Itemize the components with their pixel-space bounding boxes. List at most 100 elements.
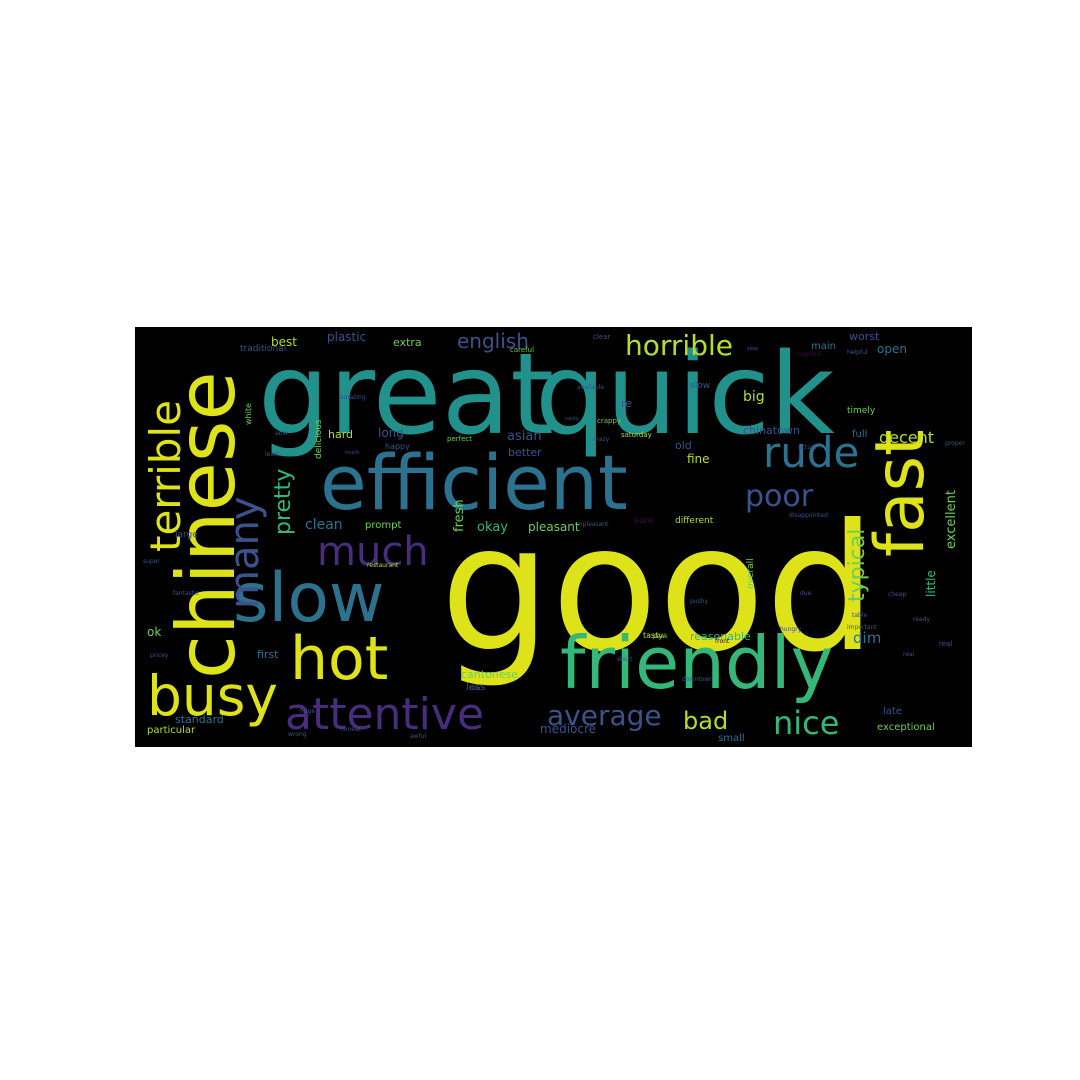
word-okay: okay: [477, 520, 508, 535]
word-sure: sure: [634, 516, 654, 526]
word-small: small: [718, 733, 745, 744]
word-friendly: friendly: [560, 621, 834, 705]
word-excellent: excellent: [944, 490, 959, 549]
word-new: new: [470, 686, 481, 692]
word-little: little: [924, 570, 938, 597]
word-honest: honest: [340, 726, 361, 733]
word-much: much: [345, 450, 359, 456]
word-due: due: [800, 590, 812, 597]
word-happy: happy: [385, 442, 410, 451]
word-delicious: delicious: [314, 419, 324, 459]
word-fantastic: fantastic: [173, 590, 200, 597]
word-plastic: plastic: [327, 330, 367, 344]
word-unpleasant: unpleasant: [575, 521, 609, 528]
word-downtown: downtown: [682, 676, 713, 683]
word-decent: decent: [879, 428, 935, 447]
word-slow: slow: [690, 381, 711, 391]
word-careful: careful: [510, 346, 535, 354]
word-wrong: wrong: [288, 731, 307, 738]
word-rude: rude: [763, 428, 860, 477]
word-big: big: [743, 389, 765, 405]
word-hot: hot: [290, 624, 389, 694]
word-efficient: efficient: [320, 438, 628, 527]
word-particular: particular: [147, 725, 196, 736]
word-white: white: [244, 403, 253, 425]
word-ready: ready: [913, 616, 931, 623]
word-hungry: hungry: [780, 626, 802, 633]
word-many: many: [222, 496, 268, 610]
word-tasty: tasty: [643, 631, 664, 640]
word-short: short: [617, 656, 633, 663]
word-great: great: [258, 330, 555, 460]
word-important: important: [847, 624, 877, 631]
word-busy: busy: [147, 664, 278, 728]
word-best: best: [271, 335, 297, 349]
word-extra: extra: [393, 336, 422, 349]
word-real: real: [939, 640, 953, 648]
word-ok: ok: [147, 625, 162, 639]
word-hard: hard: [328, 428, 354, 441]
word-late: late: [883, 706, 902, 717]
word-fresh: fresh: [452, 499, 467, 532]
word-crappy: crappy: [597, 417, 622, 425]
word-timely: timely: [847, 406, 876, 416]
word-prompt: prompt: [365, 520, 402, 531]
word-much: much: [317, 529, 429, 575]
word-actual: actual: [798, 444, 817, 451]
word-table: table: [852, 612, 868, 619]
word-crowded: crowded: [795, 351, 821, 358]
word-pushy: pushy: [690, 598, 709, 605]
word-peak: peak: [653, 633, 668, 640]
word-crazy: crazy: [593, 436, 610, 443]
word-slow: slow: [233, 559, 385, 638]
word-cloud: good great quick chinese efficient friendly sl…: [135, 327, 972, 747]
word-full: full: [852, 429, 868, 440]
word-dim: dim: [853, 629, 882, 647]
word-pleasant: pleasant: [528, 520, 580, 534]
word-saturday: saturday: [621, 431, 652, 439]
word-real: real: [903, 651, 915, 658]
word-worst: worst: [849, 330, 880, 343]
word-fast: fast: [861, 429, 940, 557]
word-better: better: [508, 446, 542, 459]
word-horrible: horrible: [625, 329, 733, 362]
word-bad: bad: [683, 707, 729, 735]
word-pretty: pretty: [271, 468, 296, 535]
word-large: large: [175, 530, 198, 540]
word-disappointed: disappointed: [789, 512, 828, 519]
word-less: less: [466, 682, 486, 693]
word-super: super: [143, 558, 160, 565]
word-overall: overall: [746, 558, 756, 589]
word-fine: fine: [687, 452, 710, 466]
word-mediocre: mediocre: [540, 722, 597, 736]
word-clear: clear: [593, 333, 611, 341]
word-cantonese: cantonese: [461, 668, 519, 681]
word-pricey: pricey: [150, 652, 169, 659]
word-old: old: [675, 439, 692, 452]
word-average: average: [547, 699, 662, 732]
word-asian: asian: [507, 429, 542, 444]
word-good: good: [440, 488, 877, 691]
word-re: re: [621, 397, 633, 410]
word-restaurant: restaurant: [367, 562, 399, 569]
word-proper: proper: [945, 440, 965, 447]
word-standard: standard: [175, 713, 224, 726]
word-least: least: [265, 451, 280, 458]
word-exceptional: exceptional: [877, 722, 935, 733]
word-cheap: cheap: [888, 591, 907, 598]
word-awful: awful: [410, 733, 427, 740]
word-first: first: [257, 648, 279, 661]
word-amazing: amazing: [340, 394, 366, 401]
word-able: able: [275, 430, 288, 437]
word-nice: nice: [773, 704, 840, 742]
word-traditional: traditional: [240, 344, 287, 354]
word-poor: poor: [745, 479, 814, 514]
word-typical: typical: [845, 528, 870, 602]
word-helpful: helpful: [847, 349, 868, 356]
word-front: front: [715, 638, 730, 645]
word-huge: huge: [300, 708, 316, 715]
word-open: open: [877, 342, 907, 356]
word-main: main: [811, 341, 836, 352]
word-available: available: [577, 384, 605, 391]
word-long: long: [378, 426, 404, 440]
